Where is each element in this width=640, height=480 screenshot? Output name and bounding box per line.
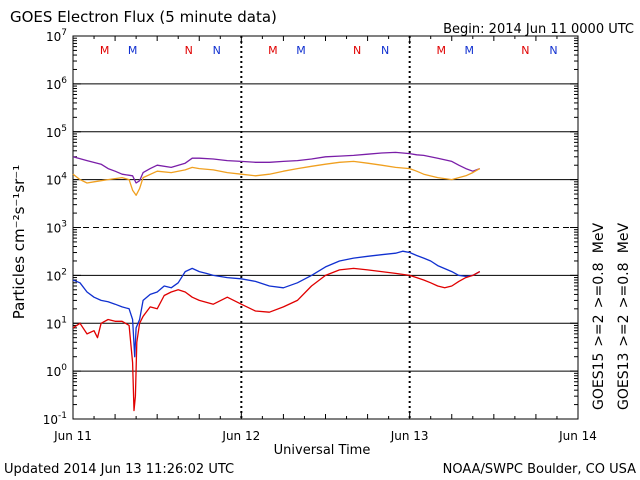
legend-right-item-3: MeV <box>616 223 632 254</box>
source-credit: NOAA/SWPC Boulder, CO USA <box>443 462 636 477</box>
marker-n-2: N <box>185 44 193 57</box>
x-tick-labels: Jun 11 Jun 12 Jun 13 Jun 14 <box>53 429 597 443</box>
marker-m-1: M <box>128 44 138 57</box>
legend-left-item-3: MeV <box>591 223 607 254</box>
chart-title: GOES Electron Flux (5 minute data) <box>10 8 277 26</box>
gridlines <box>72 35 579 420</box>
y-tick-label-1e6: 106 <box>46 76 67 92</box>
day-divider-marks <box>240 36 411 419</box>
x-tick-label-jun-14: Jun 14 <box>558 429 597 443</box>
legend-goes13: GOES13 >=2 >=0.8 MeV <box>616 223 632 410</box>
marker-n-6: N <box>353 44 361 57</box>
series-line-2 <box>72 250 481 358</box>
legend-left-item-1: >=2 <box>591 314 607 346</box>
y-tick-label-1e7: 107 <box>46 28 67 44</box>
legend-left-item-0: GOES15 <box>591 353 607 410</box>
legend-left-item-2: >=0.8 <box>591 262 607 308</box>
y-tick-label-1e2: 102 <box>46 267 67 283</box>
y-tick-label-1e5: 105 <box>46 124 67 140</box>
marker-n-3: N <box>213 44 221 57</box>
legend-right-item-1: >=2 <box>616 314 632 346</box>
marker-n-7: N <box>381 44 389 57</box>
marker-m-0: M <box>100 44 110 57</box>
flux-series <box>72 151 481 412</box>
marker-n-10: N <box>521 44 529 57</box>
legend-right-item-2: >=0.8 <box>616 262 632 308</box>
x-tick-label-jun-12: Jun 12 <box>221 429 260 443</box>
marker-m-9: M <box>465 44 475 57</box>
begin-time-label: Begin: 2014 Jun 11 0000 UTC <box>443 22 634 37</box>
y-tick-labels: 107 106 105 104 103 102 101 100 10-1 <box>43 28 68 427</box>
y-tick-label-1e4: 104 <box>46 172 67 188</box>
y-tick-label-1e1: 101 <box>46 315 67 331</box>
legend-goes15: GOES15 >=2 >=0.8 MeV <box>591 223 607 410</box>
series-line-1 <box>72 160 481 196</box>
marker-n-11: N <box>549 44 557 57</box>
series-line-0 <box>72 151 481 184</box>
updated-timestamp: Updated 2014 Jun 13 11:26:02 UTC <box>4 462 234 477</box>
x-axis-label: Universal Time <box>274 443 371 458</box>
marker-m-4: M <box>268 44 278 57</box>
x-tick-label-jun-11: Jun 11 <box>53 429 92 443</box>
marker-m-5: M <box>296 44 306 57</box>
x-tick-label-jun-13: Jun 13 <box>390 429 429 443</box>
legend-right-item-0: GOES13 <box>616 353 632 410</box>
marker-m-8: M <box>436 44 446 57</box>
y-tick-label-1e-1: 10-1 <box>43 411 67 427</box>
y-axis-label: Particles cm⁻²s⁻¹sr⁻¹ <box>10 165 28 319</box>
y-tick-label-1e0: 100 <box>46 363 67 379</box>
series-line-3 <box>72 267 481 412</box>
y-tick-label-1e3: 103 <box>46 220 67 236</box>
